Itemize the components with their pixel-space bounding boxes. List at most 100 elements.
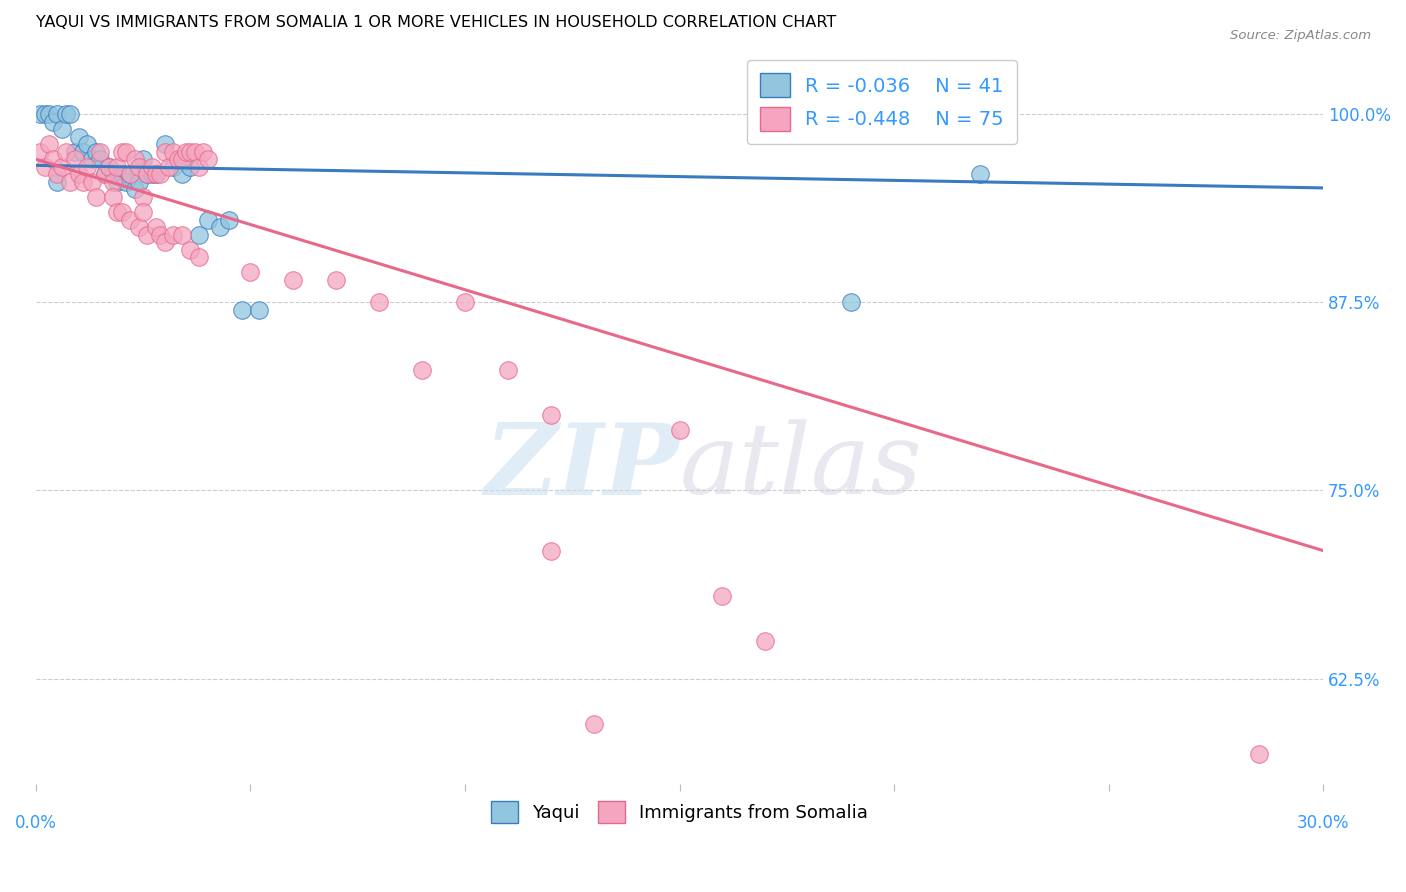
Point — [170, 227, 193, 242]
Point — [540, 408, 562, 422]
Point — [46, 107, 69, 121]
Point — [668, 423, 690, 437]
Point — [38, 107, 60, 121]
Point — [107, 175, 129, 189]
Point — [188, 160, 211, 174]
Point — [711, 589, 734, 603]
Point — [145, 220, 167, 235]
Point — [153, 145, 176, 159]
Point — [170, 153, 193, 167]
Point — [582, 716, 605, 731]
Point — [218, 212, 240, 227]
Point — [120, 212, 142, 227]
Point — [67, 167, 90, 181]
Point — [141, 167, 163, 181]
Point — [101, 190, 124, 204]
Point — [149, 167, 172, 181]
Text: ZIP: ZIP — [485, 418, 679, 515]
Point — [969, 167, 991, 181]
Point — [157, 160, 180, 174]
Point — [89, 145, 111, 159]
Point — [59, 175, 82, 189]
Point — [84, 145, 107, 159]
Point — [34, 160, 56, 174]
Text: 30.0%: 30.0% — [1296, 814, 1350, 832]
Point — [132, 190, 155, 204]
Point — [839, 295, 862, 310]
Point — [166, 153, 188, 167]
Point — [111, 205, 134, 219]
Point — [107, 160, 129, 174]
Point — [93, 167, 115, 181]
Point — [63, 153, 86, 167]
Point — [124, 153, 146, 167]
Point — [754, 633, 776, 648]
Point — [368, 295, 391, 310]
Text: Source: ZipAtlas.com: Source: ZipAtlas.com — [1230, 29, 1371, 42]
Point — [209, 220, 232, 235]
Point — [97, 160, 120, 174]
Point — [411, 363, 433, 377]
Point — [30, 145, 52, 159]
Point — [84, 190, 107, 204]
Point — [55, 107, 77, 121]
Point — [76, 137, 98, 152]
Point — [55, 145, 77, 159]
Point — [183, 145, 205, 159]
Point — [51, 160, 73, 174]
Point — [111, 145, 134, 159]
Point — [93, 167, 115, 181]
Point — [59, 107, 82, 121]
Point — [128, 160, 150, 174]
Point — [136, 167, 159, 181]
Point — [197, 153, 219, 167]
Point — [115, 175, 138, 189]
Point — [145, 167, 167, 181]
Point — [46, 167, 69, 181]
Point — [107, 205, 129, 219]
Point — [197, 212, 219, 227]
Point — [162, 160, 184, 174]
Point — [89, 153, 111, 167]
Point — [80, 153, 103, 167]
Point — [149, 227, 172, 242]
Point — [162, 145, 184, 159]
Point — [38, 137, 60, 152]
Point — [325, 273, 347, 287]
Point — [153, 137, 176, 152]
Point — [72, 175, 94, 189]
Point — [72, 145, 94, 159]
Text: atlas: atlas — [679, 419, 922, 515]
Point — [42, 153, 65, 167]
Point — [141, 160, 163, 174]
Point — [136, 167, 159, 181]
Point — [179, 145, 201, 159]
Point — [128, 175, 150, 189]
Point — [76, 160, 98, 174]
Point — [67, 129, 90, 144]
Point — [120, 167, 142, 181]
Point — [132, 153, 155, 167]
Point — [174, 145, 197, 159]
Point — [120, 167, 142, 181]
Point — [101, 167, 124, 181]
Point — [162, 227, 184, 242]
Point — [170, 167, 193, 181]
Point — [193, 145, 215, 159]
Point — [124, 182, 146, 196]
Point — [231, 302, 253, 317]
Text: 0.0%: 0.0% — [15, 814, 56, 832]
Point — [51, 122, 73, 136]
Point — [42, 114, 65, 128]
Point — [128, 220, 150, 235]
Point — [153, 235, 176, 249]
Point — [101, 175, 124, 189]
Point — [179, 160, 201, 174]
Point — [179, 243, 201, 257]
Point — [496, 363, 519, 377]
Legend: Yaqui, Immigrants from Somalia: Yaqui, Immigrants from Somalia — [484, 794, 876, 830]
Point — [34, 107, 56, 121]
Point — [115, 145, 138, 159]
Point — [188, 227, 211, 242]
Point — [46, 175, 69, 189]
